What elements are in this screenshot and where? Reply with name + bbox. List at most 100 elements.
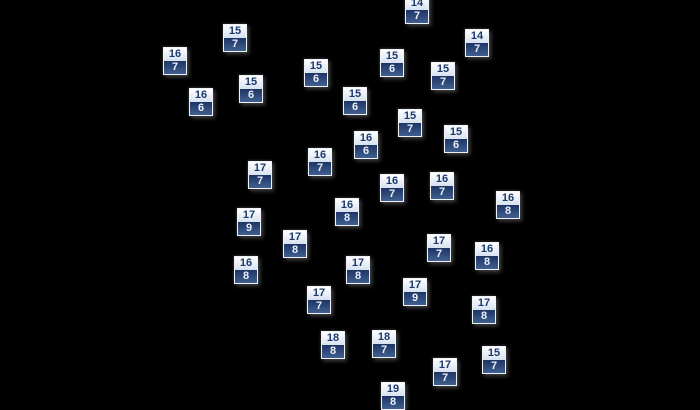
high-temperature-value: 16 xyxy=(476,243,498,256)
station-temperature-badge[interactable]: 17 7 xyxy=(433,358,457,386)
low-temperature-value: 8 xyxy=(322,345,344,358)
high-temperature-value: 16 xyxy=(235,257,257,270)
high-temperature-value: 16 xyxy=(431,173,453,186)
high-temperature-value: 18 xyxy=(373,331,395,344)
low-temperature-value: 8 xyxy=(382,396,404,409)
high-temperature-value: 15 xyxy=(344,88,366,101)
low-temperature-value: 7 xyxy=(483,360,505,373)
high-temperature-value: 17 xyxy=(473,297,495,310)
high-temperature-value: 17 xyxy=(434,359,456,372)
low-temperature-value: 6 xyxy=(305,73,327,86)
low-temperature-value: 8 xyxy=(497,205,519,218)
station-temperature-badge[interactable]: 15 7 xyxy=(431,62,455,90)
low-temperature-value: 6 xyxy=(344,101,366,114)
station-temperature-badge[interactable]: 19 8 xyxy=(381,382,405,410)
high-temperature-value: 16 xyxy=(336,199,358,212)
station-temperature-badge[interactable]: 17 7 xyxy=(427,234,451,262)
high-temperature-value: 16 xyxy=(164,48,186,61)
low-temperature-value: 6 xyxy=(190,102,212,115)
station-temperature-badge[interactable]: 18 7 xyxy=(372,330,396,358)
low-temperature-value: 7 xyxy=(434,372,456,385)
station-temperature-badge[interactable]: 16 8 xyxy=(234,256,258,284)
high-temperature-value: 17 xyxy=(347,257,369,270)
low-temperature-value: 7 xyxy=(432,76,454,89)
low-temperature-value: 6 xyxy=(240,89,262,102)
station-temperature-badge[interactable]: 15 6 xyxy=(444,125,468,153)
station-temperature-badge[interactable]: 16 7 xyxy=(380,174,404,202)
station-temperature-badge[interactable]: 16 7 xyxy=(163,47,187,75)
low-temperature-value: 7 xyxy=(224,38,246,51)
high-temperature-value: 15 xyxy=(381,50,403,63)
station-temperature-badge[interactable]: 18 8 xyxy=(321,331,345,359)
high-temperature-value: 17 xyxy=(238,209,260,222)
low-temperature-value: 7 xyxy=(428,248,450,261)
high-temperature-value: 15 xyxy=(240,76,262,89)
low-temperature-value: 8 xyxy=(347,270,369,283)
low-temperature-value: 7 xyxy=(399,123,421,136)
high-temperature-value: 15 xyxy=(483,347,505,360)
low-temperature-value: 8 xyxy=(473,310,495,323)
station-temperature-badge[interactable]: 15 7 xyxy=(482,346,506,374)
station-temperature-badge[interactable]: 17 7 xyxy=(307,286,331,314)
low-temperature-value: 7 xyxy=(308,300,330,313)
high-temperature-value: 17 xyxy=(404,279,426,292)
station-temperature-badge[interactable]: 15 7 xyxy=(223,24,247,52)
station-temperature-badge[interactable]: 16 8 xyxy=(335,198,359,226)
station-temperature-badge[interactable]: 16 7 xyxy=(430,172,454,200)
low-temperature-value: 6 xyxy=(355,145,377,158)
low-temperature-value: 7 xyxy=(249,175,271,188)
station-temperature-badge[interactable]: 16 6 xyxy=(354,131,378,159)
high-temperature-value: 15 xyxy=(445,126,467,139)
station-temperature-badge[interactable]: 16 7 xyxy=(308,148,332,176)
station-temperature-badge[interactable]: 17 9 xyxy=(403,278,427,306)
high-temperature-value: 14 xyxy=(466,30,488,43)
low-temperature-value: 7 xyxy=(373,344,395,357)
station-temperature-badge[interactable]: 14 7 xyxy=(405,0,429,24)
low-temperature-value: 8 xyxy=(235,270,257,283)
station-temperature-badge[interactable]: 15 6 xyxy=(343,87,367,115)
low-temperature-value: 8 xyxy=(284,244,306,257)
station-temperature-badge[interactable]: 15 7 xyxy=(398,109,422,137)
low-temperature-value: 7 xyxy=(466,43,488,56)
low-temperature-value: 7 xyxy=(164,61,186,74)
station-temperature-badge[interactable]: 15 6 xyxy=(239,75,263,103)
high-temperature-value: 15 xyxy=(432,63,454,76)
station-temperature-badge[interactable]: 16 8 xyxy=(475,242,499,270)
high-temperature-value: 15 xyxy=(224,25,246,38)
low-temperature-value: 6 xyxy=(381,63,403,76)
high-temperature-value: 14 xyxy=(406,0,428,10)
station-temperature-badge[interactable]: 17 9 xyxy=(237,208,261,236)
high-temperature-value: 15 xyxy=(305,60,327,73)
low-temperature-value: 6 xyxy=(445,139,467,152)
high-temperature-value: 16 xyxy=(497,192,519,205)
high-temperature-value: 16 xyxy=(355,132,377,145)
high-temperature-value: 16 xyxy=(309,149,331,162)
high-temperature-value: 17 xyxy=(249,162,271,175)
station-temperature-badge[interactable]: 17 8 xyxy=(346,256,370,284)
low-temperature-value: 9 xyxy=(404,292,426,305)
station-temperature-badge[interactable]: 16 6 xyxy=(189,88,213,116)
high-temperature-value: 19 xyxy=(382,383,404,396)
station-temperature-badge[interactable]: 15 6 xyxy=(380,49,404,77)
station-temperature-badge[interactable]: 14 7 xyxy=(465,29,489,57)
station-temperature-badge[interactable]: 17 8 xyxy=(472,296,496,324)
low-temperature-value: 7 xyxy=(381,188,403,201)
station-temperature-badge[interactable]: 15 6 xyxy=(304,59,328,87)
station-temperature-badge[interactable]: 17 8 xyxy=(283,230,307,258)
low-temperature-value: 7 xyxy=(431,186,453,199)
high-temperature-value: 16 xyxy=(381,175,403,188)
high-temperature-value: 17 xyxy=(308,287,330,300)
station-temperature-badge[interactable]: 17 7 xyxy=(248,161,272,189)
high-temperature-value: 15 xyxy=(399,110,421,123)
low-temperature-value: 8 xyxy=(336,212,358,225)
high-temperature-value: 17 xyxy=(284,231,306,244)
high-temperature-value: 18 xyxy=(322,332,344,345)
low-temperature-value: 9 xyxy=(238,222,260,235)
low-temperature-value: 7 xyxy=(309,162,331,175)
high-temperature-value: 17 xyxy=(428,235,450,248)
station-temperature-badge[interactable]: 16 8 xyxy=(496,191,520,219)
low-temperature-value: 7 xyxy=(406,10,428,23)
low-temperature-value: 8 xyxy=(476,256,498,269)
high-temperature-value: 16 xyxy=(190,89,212,102)
